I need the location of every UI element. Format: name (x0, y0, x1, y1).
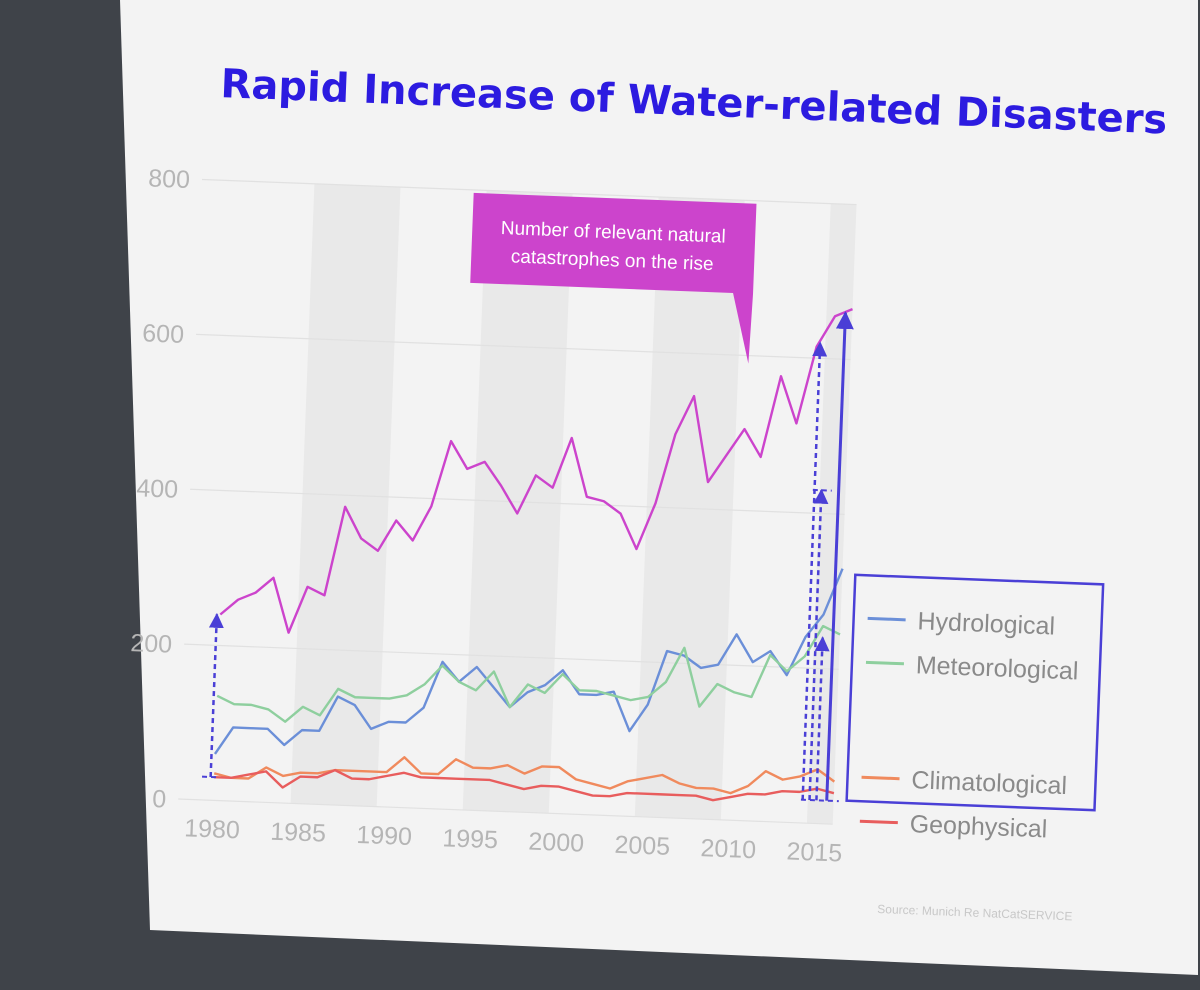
x-tick-label: 1985 (270, 818, 327, 848)
legend-label-hydrological: Hydrological (917, 607, 1056, 640)
x-tick-label: 1995 (442, 824, 499, 854)
dashed-guide (812, 488, 832, 492)
callout-box: Number of relevant natural catastrophes … (470, 192, 757, 364)
callout-bubble (470, 192, 757, 364)
y-tick-label: 200 (130, 629, 173, 659)
y-tick-label: 400 (136, 474, 179, 504)
x-tick-label: 2015 (786, 837, 843, 867)
legend-label-climatological: Climatological (911, 766, 1068, 800)
x-tick-label: 2000 (528, 828, 585, 858)
legend-swatch-climatological (861, 775, 900, 781)
dashed-arrow (208, 612, 224, 778)
legend-swatch-meteorological (865, 660, 904, 666)
dashed-arrow (814, 636, 830, 801)
y-axis: 0 200 400 600 800 (130, 164, 191, 814)
gridlines (178, 178, 857, 825)
x-tick-label: 2010 (700, 834, 757, 864)
series-line-hydrological (213, 568, 844, 755)
solid-arrow (825, 310, 854, 801)
x-tick-label: 2005 (614, 831, 671, 861)
x-tick-label: 1980 (184, 814, 241, 844)
series-line-total (219, 308, 853, 634)
gridline (201, 178, 857, 206)
plot-lines (213, 308, 853, 802)
dashed-guide (201, 775, 220, 779)
legend-frame (845, 573, 1105, 812)
gridline (190, 488, 845, 516)
dashed-arrow (801, 341, 828, 800)
legend: Hydrological Meteorological Climatological… (845, 573, 1105, 843)
y-tick-label: 0 (152, 785, 167, 814)
series-line-climatological (213, 756, 836, 795)
x-axis: 1980 1985 1990 1995 2000 2005 2010 2015 (184, 814, 843, 867)
gridline (196, 333, 851, 361)
legend-swatch-geophysical (859, 819, 898, 825)
legend-label-geophysical: Geophysical (909, 810, 1048, 843)
dashed-guide (800, 798, 839, 803)
legend-label-meteorological: Meteorological (915, 651, 1079, 685)
legend-swatch-hydrological (867, 616, 906, 622)
annotation-arrows (201, 310, 854, 803)
series-line-meteorological (216, 624, 841, 723)
y-tick-label: 600 (142, 319, 185, 349)
x-tick-label: 1990 (356, 821, 413, 851)
gridline (178, 798, 833, 825)
series-line-geophysical (214, 768, 835, 802)
gridline (184, 643, 839, 670)
y-tick-label: 800 (148, 164, 191, 194)
